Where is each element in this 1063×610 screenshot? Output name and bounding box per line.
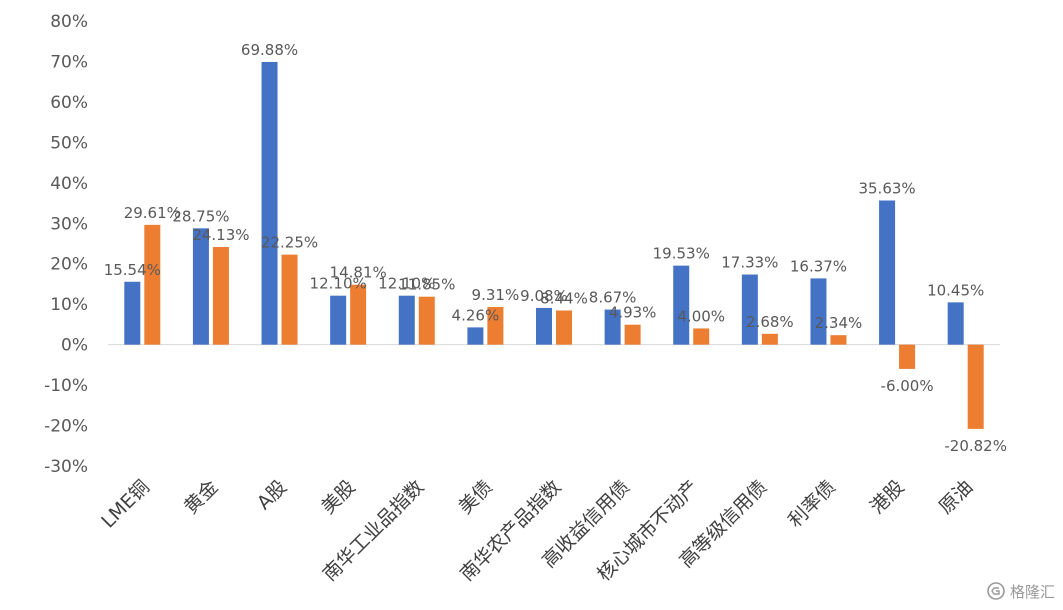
y-tick-label: 20%: [50, 255, 88, 275]
data-label: 28.75%: [172, 207, 229, 225]
blue-bar-0: [124, 281, 141, 345]
y-tick-label: 40%: [50, 174, 88, 194]
watermark-text: 格隆汇: [1010, 583, 1055, 601]
watermark: 格隆汇: [987, 582, 1055, 601]
orange-bar-12: [967, 344, 984, 429]
category-label: 美股: [317, 476, 359, 518]
data-label: 2.68%: [746, 313, 794, 331]
data-label: 4.26%: [452, 306, 500, 324]
gelonghui-logo-icon: [987, 582, 1005, 600]
blue-bar-7: [604, 309, 621, 345]
data-label: 2.34%: [815, 314, 863, 332]
data-label: 14.81%: [330, 264, 387, 282]
orange-bar-10: [830, 335, 847, 345]
data-label: 12.10%: [310, 275, 367, 293]
y-tick-label: 50%: [50, 133, 88, 153]
y-tick-label: 0%: [61, 336, 88, 356]
blue-bar-6: [536, 307, 552, 345]
blue-bar-10: [810, 278, 827, 345]
data-label: 8.44%: [540, 289, 588, 307]
orange-bar-7: [624, 324, 641, 345]
data-label: 24.13%: [192, 226, 249, 244]
data-label: 4.93%: [609, 304, 657, 322]
data-label: -6.00%: [881, 377, 934, 395]
data-label: 15.54%: [104, 261, 161, 279]
category-label: 利率债: [784, 476, 840, 532]
data-label: 16.37%: [790, 257, 847, 275]
orange-bar-0: [144, 224, 161, 345]
blue-bar-12: [947, 302, 964, 345]
orange-bar-6: [556, 310, 572, 345]
orange-bar-2: [281, 254, 298, 345]
y-tick-label: -10%: [44, 376, 88, 396]
category-label: A股: [253, 476, 291, 514]
blue-bar-8: [673, 265, 690, 345]
data-label: 22.25%: [261, 234, 318, 252]
blue-bar-11: [879, 200, 896, 345]
y-tick-label: 60%: [50, 93, 88, 113]
orange-bar-3: [350, 284, 367, 345]
blue-bar-3: [330, 295, 347, 345]
y-tick-label: 70%: [50, 52, 88, 72]
orange-bar-9: [761, 333, 778, 345]
data-label: 10.45%: [927, 281, 984, 299]
blue-bar-9: [741, 274, 758, 345]
category-label: LME铜: [97, 476, 154, 533]
orange-bar-8: [693, 328, 710, 345]
y-axis: 80% 70% 60% 50% 40% 30% 20% 10% 0% -10% -20% -30%: [44, 12, 88, 477]
category-label: 原油: [935, 476, 977, 518]
blue-bar-2: [261, 61, 278, 345]
data-label: 4.00%: [677, 307, 725, 325]
blue-bar-4: [398, 295, 415, 345]
data-label: 29.61%: [124, 204, 181, 222]
data-labels-group: 15.54% 29.61%28.75%24.13% 69.88% 22.25% 12.1…: [104, 41, 1007, 455]
data-label: 9.08%: [520, 287, 568, 305]
data-label: 35.63%: [858, 179, 915, 197]
blue-bar-1: [192, 228, 209, 345]
orange-bar-5: [487, 306, 504, 345]
data-label: 19.53%: [653, 245, 710, 263]
category-label: 港股: [866, 476, 908, 518]
bars-group: [124, 61, 984, 429]
y-tick-label: -30%: [44, 457, 88, 477]
category-label: 美债: [454, 476, 496, 518]
data-label: 9.31%: [472, 286, 520, 304]
data-label: 11.85%: [398, 276, 455, 294]
orange-bar-1: [212, 247, 229, 345]
data-label: -20.82%: [944, 437, 1007, 455]
data-label: 17.33%: [721, 254, 778, 272]
orange-bar-4: [418, 296, 435, 345]
orange-bar-11: [899, 344, 916, 369]
data-label: 69.88%: [241, 41, 298, 59]
y-tick-label: 80%: [50, 12, 88, 32]
blue-bar-5: [467, 327, 484, 345]
y-tick-label: 30%: [50, 214, 88, 234]
data-label: 8.67%: [589, 289, 637, 307]
y-tick-label: -20%: [44, 417, 88, 437]
data-label: 12.10%: [378, 275, 435, 293]
y-tick-label: 10%: [50, 295, 88, 315]
category-label: 黄金: [180, 476, 222, 518]
